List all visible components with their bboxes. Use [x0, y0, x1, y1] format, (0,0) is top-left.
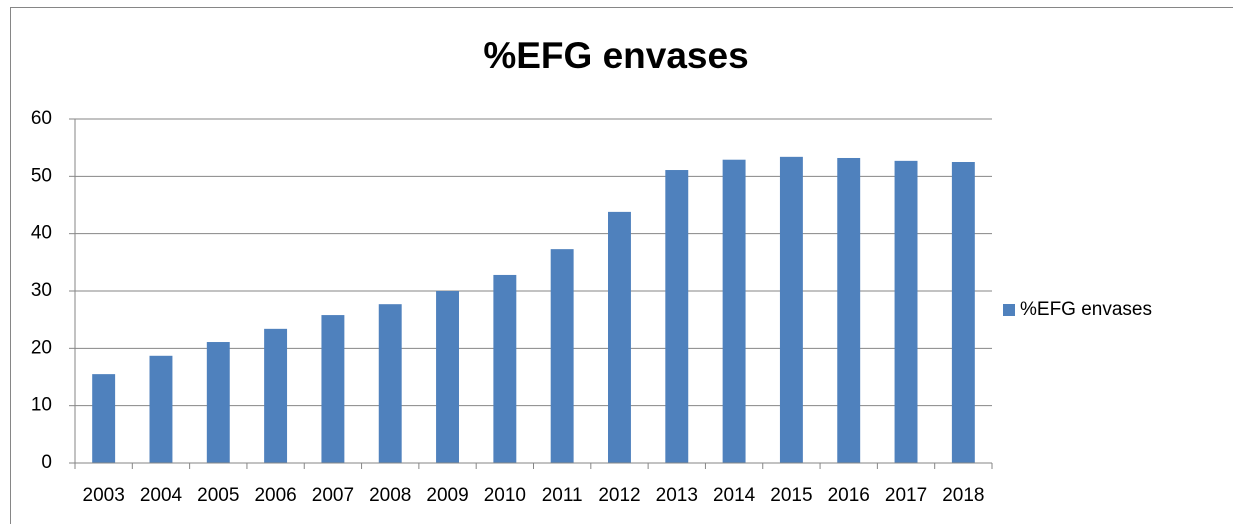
bar	[951, 162, 975, 463]
legend-swatch	[1003, 304, 1015, 316]
bar	[608, 211, 631, 463]
bar	[722, 159, 746, 463]
y-tick-label: 30	[31, 280, 52, 301]
bar	[493, 274, 517, 463]
x-tick-label: 2018	[942, 485, 984, 506]
bar	[206, 342, 230, 463]
chart-title: %EFG envases	[483, 35, 748, 76]
x-tick-label: 2013	[656, 485, 698, 506]
y-tick-label: 50	[31, 165, 52, 186]
bar	[92, 374, 116, 463]
bar	[837, 157, 861, 463]
x-tick-label: 2017	[885, 485, 927, 506]
y-tick-label: 0	[41, 452, 52, 473]
x-tick-label: 2009	[426, 485, 468, 506]
bar	[436, 291, 459, 463]
y-tick-label: 40	[31, 223, 52, 244]
bar	[321, 315, 345, 463]
bar	[894, 160, 918, 463]
legend-label: %EFG envases	[1020, 299, 1152, 320]
y-tick-label: 60	[31, 108, 52, 129]
x-tick-label: 2006	[254, 485, 296, 506]
bar	[665, 170, 689, 463]
bar	[378, 304, 402, 463]
x-tick-label: 2015	[770, 485, 812, 506]
y-tick-label: 10	[31, 395, 52, 416]
bar	[264, 328, 288, 463]
x-tick-label: 2004	[140, 485, 183, 506]
x-tick-label: 2014	[713, 485, 756, 506]
x-tick-label: 2008	[369, 485, 411, 506]
y-tick-label: 20	[31, 337, 52, 358]
x-tick-label: 2016	[828, 485, 870, 506]
bar	[550, 249, 574, 463]
bar	[149, 355, 173, 463]
x-tick-label: 2007	[312, 485, 354, 506]
x-tick-label: 2010	[484, 485, 526, 506]
x-tick-label: 2005	[197, 485, 239, 506]
bar	[779, 156, 803, 463]
x-tick-label: 2012	[598, 485, 640, 506]
x-tick-label: 2003	[83, 485, 125, 506]
x-tick-label: 2011	[542, 485, 583, 506]
